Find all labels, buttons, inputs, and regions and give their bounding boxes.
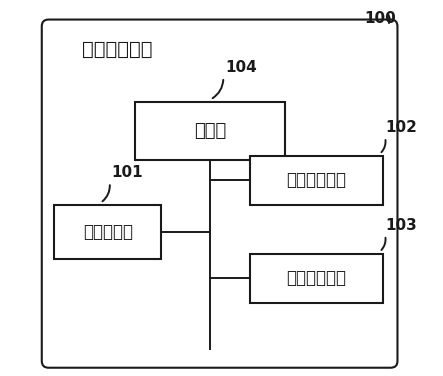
- FancyBboxPatch shape: [250, 156, 383, 205]
- Text: 第一检测单元: 第一检测单元: [287, 171, 346, 190]
- Text: 介质运输部: 介质运输部: [83, 223, 133, 241]
- Text: 第二检测单元: 第二检测单元: [287, 269, 346, 287]
- FancyBboxPatch shape: [135, 102, 285, 160]
- FancyBboxPatch shape: [54, 205, 161, 259]
- Text: 103: 103: [385, 218, 417, 233]
- Text: 101: 101: [112, 165, 143, 180]
- FancyBboxPatch shape: [42, 20, 397, 368]
- Text: 控制部: 控制部: [194, 122, 226, 139]
- Text: 100: 100: [365, 11, 396, 26]
- Text: 介质运输装置: 介质运输装置: [82, 39, 153, 59]
- Text: 102: 102: [385, 120, 417, 135]
- Text: 104: 104: [225, 60, 257, 75]
- FancyBboxPatch shape: [250, 254, 383, 303]
